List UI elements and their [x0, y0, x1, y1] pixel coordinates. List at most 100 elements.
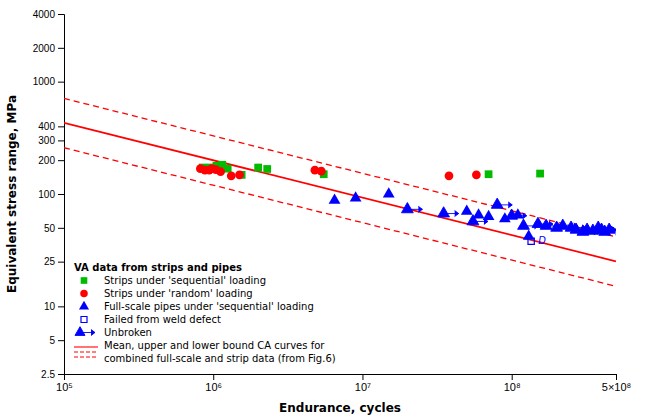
y-tick: 50 — [44, 223, 64, 234]
tick-label: 5×10⁸ — [602, 381, 631, 393]
tick-label: 10⁸ — [504, 381, 521, 393]
point — [491, 198, 512, 208]
point — [472, 171, 481, 180]
tick-mark — [58, 140, 64, 141]
point — [227, 171, 236, 180]
legend-label: Failed from weld defect — [104, 314, 221, 325]
legend-swatch — [74, 351, 98, 352]
point — [536, 170, 544, 178]
x-tick: 10⁶ — [205, 374, 222, 393]
tick-label: 25 — [44, 256, 56, 267]
tick-mark — [58, 48, 64, 49]
point — [603, 223, 616, 233]
chart: 10⁵ 10⁶ 10⁷ 10⁸ 5×10⁸ 2.5 5 10 25 50 100 200 300 400 1… — [0, 0, 648, 420]
annotation: D — [538, 235, 546, 246]
tick-label: 1000 — [33, 76, 56, 87]
tick-mark — [362, 374, 363, 380]
point — [263, 165, 271, 173]
y-tick: 300 — [38, 135, 64, 146]
point — [401, 203, 422, 213]
legend-swatch — [74, 346, 98, 347]
tick-mark — [58, 126, 64, 127]
y-tick: 10 — [44, 301, 64, 312]
axis-line — [58, 15, 65, 375]
legend-note: combined full-scale and strip data (from… — [104, 353, 336, 364]
tick-mark — [512, 374, 513, 380]
tick-label: 100 — [38, 189, 55, 200]
tick-mark — [58, 194, 64, 195]
tick-mark — [58, 14, 64, 15]
tick-label: 2.5 — [41, 369, 55, 380]
legend-title: VA data from strips and pipes — [74, 262, 242, 273]
point — [350, 191, 362, 201]
y-tick: 400 — [38, 121, 64, 132]
tick-label: 50 — [44, 223, 56, 234]
legend-note: Mean, upper and lower bound CA curves fo… — [104, 340, 325, 351]
y-tick: 25 — [44, 256, 64, 267]
y-tick: 2.5 — [41, 369, 64, 380]
legend-label: Full-scale pipes under 'sequential' load… — [104, 301, 314, 312]
tick-mark — [213, 374, 214, 380]
legend: VA data from strips and pipes Strips unde… — [74, 262, 336, 364]
x-tick: 10⁷ — [355, 374, 371, 393]
point — [383, 187, 395, 197]
y-tick: 5 — [49, 335, 64, 346]
tick-mark — [58, 340, 64, 341]
point — [485, 170, 493, 178]
point — [461, 205, 473, 215]
tick-label: 10⁵ — [56, 381, 73, 393]
legend-swatch — [81, 277, 88, 284]
legend-swatch — [75, 327, 95, 336]
x-tick: 10⁸ — [504, 374, 521, 393]
x-axis-title: Endurance, cycles — [279, 401, 401, 415]
curve-line — [64, 123, 616, 262]
point — [216, 167, 225, 176]
point — [329, 193, 341, 203]
curve-line — [64, 148, 616, 287]
point — [528, 238, 534, 244]
tick-label: 300 — [38, 135, 55, 146]
tick-label: 4000 — [33, 9, 56, 20]
point — [224, 165, 232, 173]
y-tick: 1000 — [33, 76, 64, 87]
point — [254, 164, 262, 172]
point — [445, 171, 454, 180]
y-axis: 2.5 5 10 25 50 100 200 300 400 1000 2000 4000 — [33, 9, 65, 380]
tick-label: 10⁶ — [205, 381, 222, 393]
point — [317, 167, 326, 176]
x-axis: 10⁵ 10⁶ 10⁷ 10⁸ 5×10⁸ — [56, 374, 631, 393]
plot-area — [64, 98, 616, 286]
y-tick: 4000 — [33, 9, 64, 20]
tick-label: 400 — [38, 121, 55, 132]
tick-label: 10⁷ — [355, 381, 371, 393]
legend-label: Strips under 'random' loading — [104, 288, 253, 299]
y-tick: 2000 — [33, 43, 64, 54]
legend-swatch — [81, 317, 87, 323]
tick-mark — [58, 82, 64, 83]
tick-label: 2000 — [33, 43, 56, 54]
tick-label: 5 — [49, 335, 55, 346]
y-axis-title: Equivalent stress range, MPa — [5, 95, 19, 293]
tick-mark — [58, 262, 64, 263]
tick-mark — [58, 228, 64, 229]
point — [506, 209, 527, 219]
curve-line — [64, 98, 616, 237]
tick-label: 200 — [38, 155, 55, 166]
point — [235, 171, 244, 180]
tick-mark — [58, 374, 64, 375]
tick-mark — [58, 160, 64, 161]
tick-mark — [616, 374, 617, 380]
y-tick: 100 — [38, 189, 64, 200]
tick-label: 10 — [44, 301, 56, 312]
legend-swatch — [80, 290, 87, 297]
y-tick: 200 — [38, 155, 64, 166]
point — [467, 215, 488, 225]
legend-swatch — [79, 301, 89, 310]
x-tick: 10⁵ — [56, 374, 73, 393]
legend-label: Unbroken — [104, 327, 152, 338]
legend-label: Strips under 'sequential' loading — [104, 275, 266, 286]
axis-line — [65, 375, 617, 381]
tick-mark — [58, 306, 64, 307]
point — [438, 207, 459, 217]
legend-swatch — [74, 356, 98, 357]
